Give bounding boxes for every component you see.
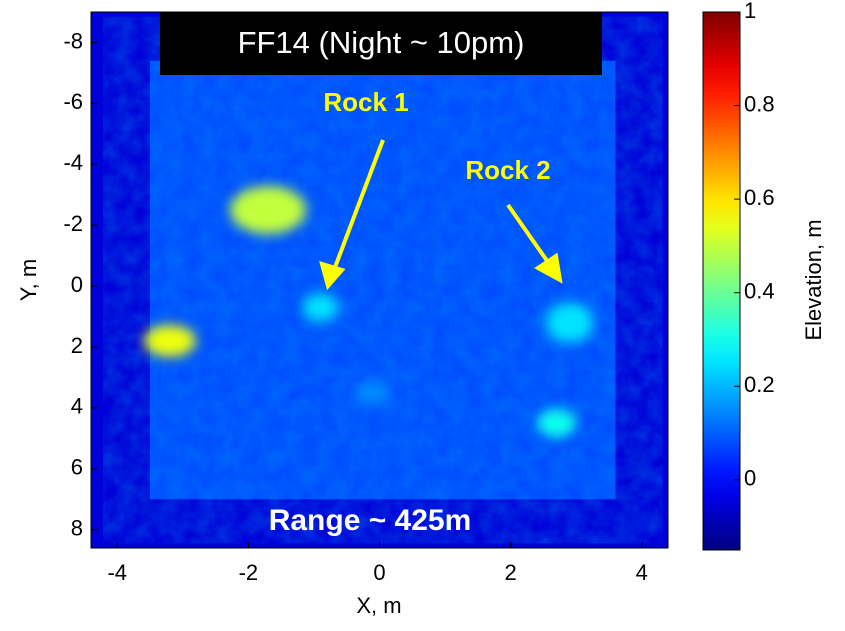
x-tick-label: -4 [107,560,127,585]
x-axis-label: X, m [356,593,401,618]
rock [354,380,391,405]
x-tick-label: -2 [239,560,259,585]
title-box [160,12,602,75]
y-tick-label: 8 [71,516,83,541]
x-tick-label: 2 [505,560,517,585]
colorbar [702,11,741,551]
y-axis-label: Y, m [16,259,41,301]
y-tick-label: -8 [63,28,83,53]
plot-area [91,12,668,548]
rock [545,302,594,343]
y-tick-label: 6 [71,455,83,480]
y-tick-label: 2 [71,333,83,358]
colorbar-label: Elevation, m [801,219,826,340]
annotation: Rock 1 [323,87,408,117]
x-tick-label: 4 [636,560,648,585]
annotation: Range ~ 425m [269,504,472,537]
arrows [319,139,563,291]
rock [302,293,339,322]
colorbar-tick-label: 0 [744,466,756,491]
colorbar-tick-label: 0.4 [744,279,775,304]
colorbar-tick-label: 1 [744,0,756,23]
y-tick-label: -6 [63,89,83,114]
y-tick-label: 4 [71,394,83,419]
rock [536,409,577,438]
colorbar-tick-label: 0.2 [744,372,775,397]
colorbar-tick-label: 0.6 [744,185,775,210]
annotation: Rock 2 [465,155,550,185]
y-tick-label: 0 [71,272,83,297]
y-tick-label: -2 [63,211,83,236]
chart-title: FF14 (Night ~ 10pm) [238,25,525,60]
rock [230,185,307,234]
colorbar-tick-label: 0.8 [744,91,775,116]
y-tick-label: -4 [63,150,83,175]
rock [143,324,196,357]
x-tick-label: 0 [373,560,385,585]
